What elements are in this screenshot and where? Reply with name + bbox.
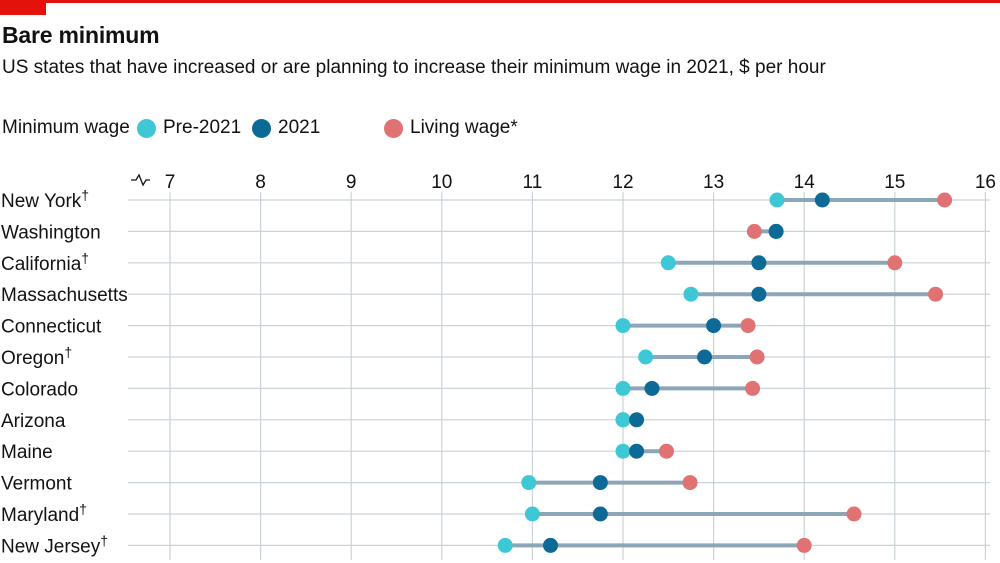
dot-pre-2021 xyxy=(524,506,540,522)
legend-label-living-wage: Living wage* xyxy=(410,117,518,138)
dot-2021 xyxy=(768,223,784,239)
dot-2021 xyxy=(592,475,608,491)
dot-pre-2021 xyxy=(615,380,631,396)
dot-living-wage xyxy=(937,192,953,208)
dot-pre-2021 xyxy=(615,318,631,334)
dot-pre-2021 xyxy=(683,286,699,302)
dot-pre-2021 xyxy=(497,537,513,553)
x-tick-label: 7 xyxy=(165,172,176,193)
legend-label-2021: 2021 xyxy=(278,117,321,138)
state-label: Massachusetts xyxy=(1,285,128,306)
dot-2021 xyxy=(751,286,767,302)
state-label: Connecticut xyxy=(1,317,102,338)
dot-living-wage xyxy=(796,537,812,553)
dot-living-wage xyxy=(658,443,674,459)
dot-2021 xyxy=(814,192,830,208)
dot-pre-2021 xyxy=(769,192,785,208)
top-red-rule xyxy=(0,0,1000,3)
dot-living-wage xyxy=(846,506,862,522)
dot-2021 xyxy=(706,318,722,334)
dot-pre-2021 xyxy=(638,349,654,365)
legend-dot-pre-2021 xyxy=(137,119,156,138)
chart-title: Bare minimum xyxy=(2,22,160,48)
x-tick-label: 10 xyxy=(431,172,452,193)
dot-pre-2021 xyxy=(615,443,631,459)
dot-pre-2021 xyxy=(660,255,676,271)
dot-pre-2021 xyxy=(521,475,537,491)
x-tick-label: 14 xyxy=(794,172,816,193)
x-tick-label: 15 xyxy=(884,172,905,193)
state-label: California† xyxy=(1,250,89,275)
state-label: Arizona xyxy=(1,411,66,432)
legend-group-label: Minimum wage xyxy=(2,117,130,138)
state-label: Maine xyxy=(1,442,53,463)
state-label: Oregon† xyxy=(1,344,72,369)
dot-living-wage xyxy=(740,318,756,334)
state-label: New Jersey† xyxy=(1,532,108,557)
x-tick-label: 12 xyxy=(612,172,633,193)
x-tick-label: 16 xyxy=(975,172,996,193)
dot-living-wage xyxy=(887,255,903,271)
dot-pre-2021 xyxy=(615,412,631,428)
x-tick-label: 13 xyxy=(703,172,724,193)
dot-2021 xyxy=(629,443,645,459)
chart-subtitle: US states that have increased or are pla… xyxy=(2,57,826,78)
state-label: Vermont xyxy=(1,474,72,495)
dot-2021 xyxy=(697,349,713,365)
brand-tag xyxy=(0,0,46,15)
dot-living-wage xyxy=(746,223,762,239)
dot-2021 xyxy=(543,537,559,553)
x-tick-label: 9 xyxy=(346,172,357,193)
dot-2021 xyxy=(629,412,645,428)
dot-2021 xyxy=(751,255,767,271)
dot-living-wage xyxy=(682,475,698,491)
state-label: Washington xyxy=(1,222,101,243)
dot-living-wage xyxy=(745,380,761,396)
state-label: Maryland† xyxy=(1,501,87,526)
dot-2021 xyxy=(592,506,608,522)
dot-2021 xyxy=(644,380,660,396)
x-tick-label: 11 xyxy=(523,172,543,193)
legend-dot-2021 xyxy=(252,119,271,138)
x-tick-label: 8 xyxy=(255,172,266,193)
legend-dot-living-wage xyxy=(384,119,403,138)
dot-living-wage xyxy=(928,286,944,302)
state-label: Colorado xyxy=(1,379,78,400)
legend-label-pre-2021: Pre-2021 xyxy=(163,117,242,138)
legend: Minimum wage Pre-2021 2021 Living wage* xyxy=(2,115,602,141)
axis-break-icon xyxy=(131,173,150,187)
state-label: New York† xyxy=(1,187,89,212)
dot-living-wage xyxy=(749,349,765,365)
